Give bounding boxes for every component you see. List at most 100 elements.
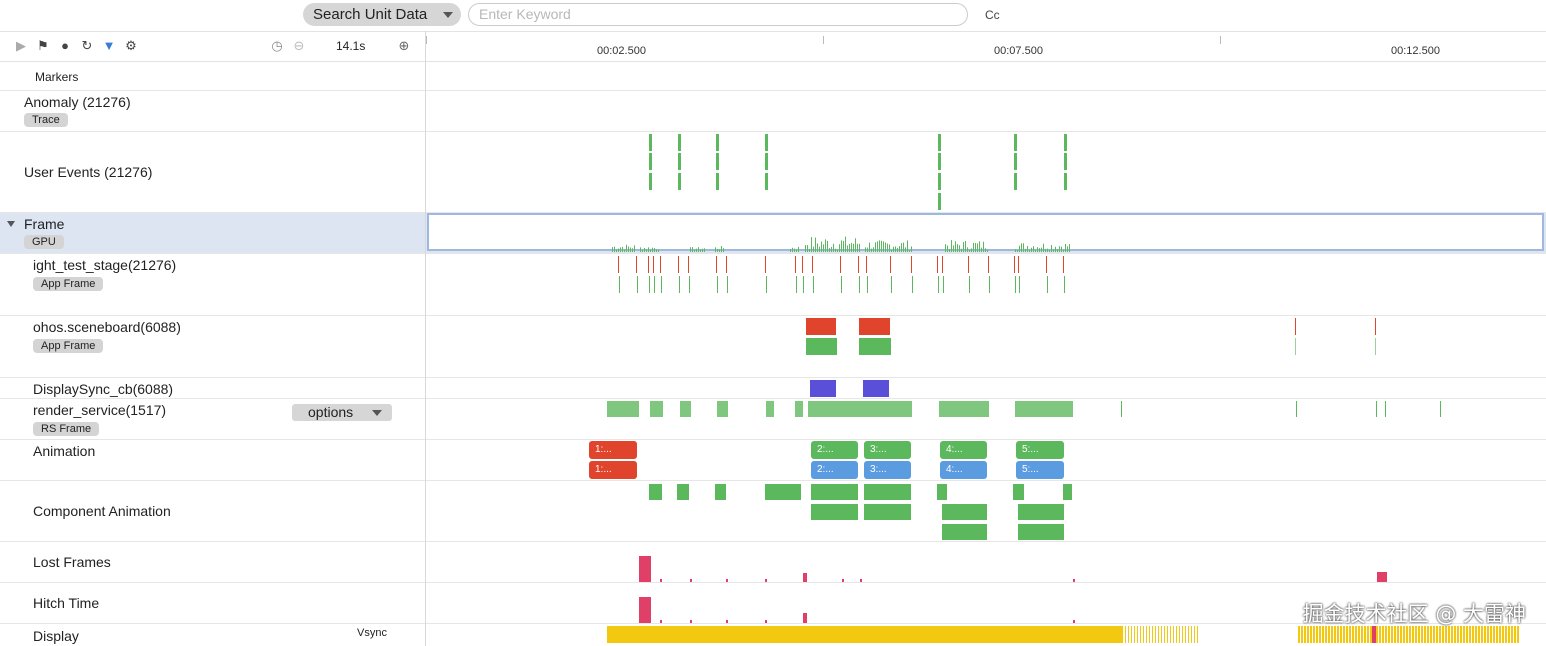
vsync-tick — [1304, 626, 1306, 643]
app-frame-mark — [1063, 256, 1064, 273]
row-render-service[interactable]: render_service(1517) RS Frame — [0, 399, 1546, 440]
rs-frame — [795, 401, 803, 417]
sceneboard-frame — [859, 318, 890, 335]
gpu-bar — [656, 249, 657, 252]
row-label: ight_test_stage(21276) — [33, 257, 177, 273]
hitch-bar — [660, 620, 662, 623]
gear-icon[interactable]: ⚙ — [125, 38, 137, 53]
filter-icon[interactable]: ▼ — [102, 38, 116, 53]
row-displaysync[interactable]: DisplaySync_cb(6088) — [0, 378, 1546, 399]
ruler-label: 00:02.500 — [597, 45, 646, 57]
refresh-select-icon[interactable]: ↻ — [81, 38, 93, 53]
vsync-tick — [1170, 626, 1171, 643]
gpu-bar — [1065, 243, 1066, 252]
animation-block[interactable]: 1:... — [589, 461, 637, 479]
row-user-events[interactable]: User Events (21276) — [0, 132, 1546, 213]
gpu-bar — [807, 245, 808, 252]
user-event-mark — [1014, 153, 1017, 170]
animation-block[interactable]: 5:... — [1016, 441, 1064, 459]
collapse-icon[interactable] — [7, 221, 15, 227]
gpu-bar — [658, 249, 659, 252]
app-frame-mark — [766, 276, 767, 293]
animation-block[interactable]: 5:... — [1016, 461, 1064, 479]
app-frame-mark — [813, 276, 814, 293]
app-frame-mark — [796, 276, 797, 293]
vsync-tick — [1188, 626, 1189, 643]
app-frame-mark — [942, 256, 943, 273]
vsync-tick — [1406, 626, 1408, 643]
app-frame-mark — [689, 276, 690, 293]
vsync-tick — [1137, 626, 1138, 643]
gpu-bar — [979, 241, 980, 252]
gpu-bar — [823, 244, 824, 252]
sceneboard-frame — [1375, 318, 1376, 335]
animation-block[interactable]: 1:... — [589, 441, 637, 459]
gpu-bar — [811, 237, 812, 252]
row-light-test-stage[interactable]: ight_test_stage(21276) App Frame — [0, 254, 1546, 316]
gpu-bar — [945, 244, 946, 252]
animation-block[interactable]: 2:... — [811, 461, 858, 479]
gpu-bar — [1033, 246, 1034, 252]
gpu-bar — [981, 247, 982, 252]
gpu-bar — [650, 249, 651, 252]
row-markers[interactable]: Markers — [0, 61, 1546, 91]
gpu-bar — [897, 247, 898, 252]
component-animation-block — [715, 484, 726, 500]
play-icon[interactable]: ▶ — [16, 38, 26, 53]
hitch-bar — [765, 620, 767, 623]
row-anomaly[interactable]: Anomaly (21276) Trace — [0, 91, 1546, 132]
gpu-bar — [885, 242, 886, 252]
globe-icon[interactable]: ● — [61, 38, 69, 53]
lost-frame-bar — [1377, 572, 1387, 582]
vsync-tick — [1454, 626, 1456, 643]
user-event-mark — [938, 193, 941, 210]
time-ruler[interactable] — [426, 31, 1546, 62]
animation-block[interactable]: 4:... — [940, 461, 987, 479]
vsync-tick — [1388, 626, 1390, 643]
vsync-mark — [1372, 626, 1376, 643]
gpu-bar — [798, 246, 799, 252]
vsync-tick — [1409, 626, 1411, 643]
gpu-bar — [871, 248, 872, 252]
user-event-mark — [1064, 173, 1067, 190]
row-component-animation[interactable]: Component Animation — [0, 481, 1546, 542]
column-divider[interactable] — [425, 31, 426, 646]
user-event-mark — [716, 153, 719, 170]
vsync-tick — [1152, 626, 1153, 643]
case-sensitive-toggle[interactable]: Cc — [985, 8, 1000, 22]
gpu-bar — [717, 248, 718, 252]
row-lost-frames[interactable]: Lost Frames — [0, 542, 1546, 583]
animation-block[interactable]: 3:... — [864, 441, 911, 459]
row-hitch-time[interactable]: Hitch Time — [0, 583, 1546, 624]
flag-icon[interactable]: ⚑ — [37, 38, 49, 53]
animation-block[interactable]: 4:... — [940, 441, 987, 459]
gpu-bar — [835, 248, 836, 252]
sceneboard-frame — [859, 338, 891, 355]
zoom-in-icon[interactable]: ⊕ — [398, 38, 410, 53]
rs-frame — [1385, 401, 1386, 417]
user-event-mark — [938, 173, 941, 190]
app-frame-mark — [716, 256, 717, 273]
gpu-bar — [1059, 246, 1060, 252]
rs-frame — [680, 401, 691, 417]
keyword-input[interactable]: Enter Keyword — [468, 3, 968, 26]
vsync-tick — [1445, 626, 1447, 643]
options-dropdown[interactable]: options — [292, 404, 392, 421]
lost-frame-bar — [860, 579, 862, 582]
row-display[interactable]: Display Vsync — [0, 624, 1546, 646]
animation-block[interactable]: 3:... — [864, 461, 911, 479]
gpu-bar — [1025, 248, 1026, 252]
search-scope-select[interactable]: Search Unit Data — [303, 3, 461, 26]
timer-icon[interactable]: ◷ — [271, 38, 283, 53]
gpu-bar — [859, 243, 860, 252]
app-frame-mark — [891, 276, 892, 293]
zoom-out-icon[interactable]: ⊖ — [293, 38, 305, 53]
gpu-bar — [845, 236, 846, 252]
row-sceneboard[interactable]: ohos.sceneboard(6088) App Frame — [0, 316, 1546, 378]
gpu-bar — [1053, 249, 1054, 252]
animation-block[interactable]: 2:... — [811, 441, 858, 459]
gpu-bar — [694, 249, 695, 252]
vsync-tick — [1505, 626, 1507, 643]
row-animation[interactable]: Animation — [0, 440, 1546, 481]
